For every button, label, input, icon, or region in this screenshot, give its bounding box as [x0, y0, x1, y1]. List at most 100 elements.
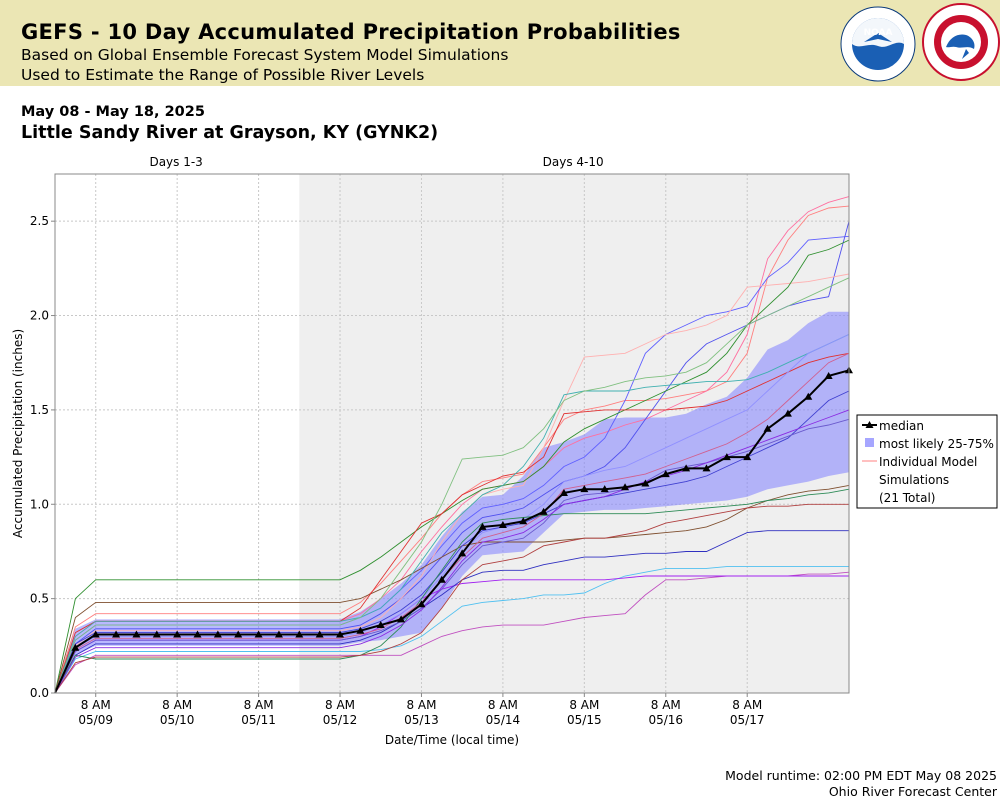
member-line-14: [54, 277, 850, 694]
x-tick-date: 05/17: [730, 713, 765, 727]
median-point: [580, 485, 589, 493]
median-point: [539, 507, 548, 515]
median-point: [559, 488, 568, 496]
x-tick-date: 05/09: [78, 713, 113, 727]
median-point: [274, 630, 283, 638]
median-point: [783, 409, 792, 417]
x-tick-date: 05/15: [567, 713, 602, 727]
period-label: Days 1-3: [149, 155, 202, 169]
median-point: [621, 483, 630, 491]
legend-band-label: most likely 25-75%: [879, 437, 994, 451]
member-line-6: [54, 239, 850, 694]
y-axis-label: Accumulated Precipitation (inches): [11, 329, 25, 538]
median-point: [193, 630, 202, 638]
legend-member-label: (21 Total): [879, 491, 935, 505]
median-point: [437, 575, 446, 583]
noaa-logo: NOAA: [840, 6, 916, 82]
y-tick-label: 0.0: [30, 686, 49, 700]
median-line: [54, 369, 850, 694]
median-point: [173, 630, 182, 638]
median-point: [458, 549, 467, 557]
header-banner: GEFS - 10 Day Accumulated Precipitation …: [0, 0, 1000, 86]
member-line-8: [54, 571, 850, 694]
x-tick-time: 8 AM: [244, 698, 274, 712]
median-point: [152, 630, 161, 638]
x-tick-date: 05/13: [404, 713, 439, 727]
median-point: [519, 517, 528, 525]
median-point: [91, 630, 100, 638]
member-line-16: [54, 390, 850, 694]
median-point: [478, 522, 487, 530]
member-line-4: [54, 221, 850, 694]
median-point: [661, 470, 670, 478]
forecast-date-range: May 08 - May 18, 2025: [21, 104, 205, 120]
median-point: [213, 630, 222, 638]
page-title: GEFS - 10 Day Accumulated Precipitation …: [21, 20, 681, 44]
x-tick-date: 05/14: [486, 713, 521, 727]
x-tick-time: 8 AM: [732, 698, 762, 712]
x-tick-time: 8 AM: [488, 698, 518, 712]
x-tick-date: 05/10: [160, 713, 195, 727]
median-point: [498, 521, 507, 529]
model-runtime: Model runtime: 02:00 PM EDT May 08 2025: [725, 768, 997, 783]
member-line-18: [54, 488, 850, 694]
period-label: Days 4-10: [543, 155, 604, 169]
y-tick-label: 1.5: [30, 403, 49, 417]
member-line-13: [54, 333, 850, 694]
median-point: [417, 600, 426, 608]
legend-box: [856, 414, 998, 509]
median-point: [641, 479, 650, 487]
x-tick-time: 8 AM: [325, 698, 355, 712]
median-point: [824, 371, 833, 379]
station-name: Little Sandy River at Grayson, KY (GYNK2…: [21, 123, 439, 143]
svg-text:NOAA: NOAA: [864, 28, 893, 38]
forecast-center: Ohio River Forecast Center: [828, 784, 997, 799]
median-point: [112, 630, 121, 638]
member-line-7: [54, 484, 850, 694]
median-point: [397, 615, 406, 623]
member-line-21: [54, 352, 850, 694]
x-tick-time: 8 AM: [569, 698, 599, 712]
band-25-75: [55, 311, 849, 693]
legend-median-marker: [865, 421, 874, 428]
legend-band-swatch: [865, 438, 874, 447]
y-tick-label: 1.0: [30, 497, 49, 511]
median-point: [71, 643, 80, 651]
median-point: [763, 424, 772, 432]
member-line-5: [54, 273, 850, 694]
x-tick-time: 8 AM: [162, 698, 192, 712]
median-point: [743, 453, 752, 461]
plot-border: [54, 173, 850, 694]
member-line-11: [54, 530, 849, 694]
y-tick-label: 0.5: [30, 592, 49, 606]
member-line-19: [54, 503, 849, 694]
median-point: [682, 464, 691, 472]
median-point: [804, 392, 813, 400]
x-tick-time: 8 AM: [406, 698, 436, 712]
x-tick-date: 05/11: [241, 713, 276, 727]
member-line-17: [54, 418, 850, 694]
legend-member-label: Simulations: [879, 473, 949, 487]
page-subtitle-2: Used to Estimate the Range of Possible R…: [21, 66, 425, 84]
nws-logo: [922, 3, 1000, 81]
member-line-15: [54, 333, 850, 694]
median-point: [356, 626, 365, 634]
page-subtitle-1: Based on Global Ensemble Forecast System…: [21, 46, 509, 64]
x-tick-time: 8 AM: [81, 698, 111, 712]
y-tick-label: 2.0: [30, 309, 49, 323]
y-tick-label: 2.5: [30, 214, 49, 228]
median-point: [295, 630, 304, 638]
median-point: [254, 630, 263, 638]
median-point: [702, 464, 711, 472]
x-tick-time: 8 AM: [651, 698, 681, 712]
x-tick-date: 05/16: [648, 713, 683, 727]
legend-member-label: Individual Model: [879, 455, 977, 469]
legend-median-label: median: [879, 419, 924, 433]
median-point: [336, 630, 345, 638]
median-point: [234, 630, 243, 638]
median-point: [600, 485, 609, 493]
member-line-9: [54, 566, 849, 694]
median-point: [722, 453, 731, 461]
median-point: [376, 621, 385, 629]
